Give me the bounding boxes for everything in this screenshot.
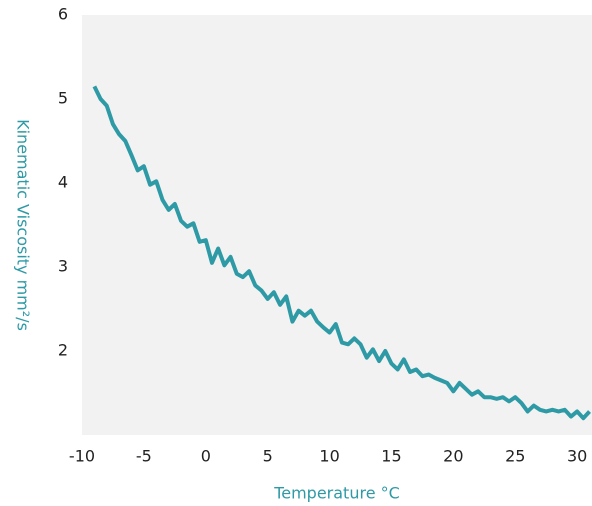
plot-area <box>82 15 592 435</box>
x-axis-label: Temperature °C <box>273 484 400 503</box>
x-tick-label: -10 <box>69 447 95 466</box>
x-tick-label: 30 <box>567 447 587 466</box>
y-tick-label: 3 <box>58 257 68 276</box>
y-tick-label: 4 <box>58 173 68 192</box>
y-tick-label: 5 <box>58 89 68 108</box>
y-tick-label: 2 <box>58 341 68 360</box>
x-tick-label: 0 <box>201 447 211 466</box>
y-axis-label: Kinematic Viscosity mm²/s <box>14 119 33 331</box>
x-tick-label: -5 <box>136 447 152 466</box>
x-tick-label: 15 <box>381 447 401 466</box>
x-tick-label: 25 <box>505 447 525 466</box>
y-tick-label: 6 <box>58 5 68 24</box>
x-tick-label: 5 <box>263 447 273 466</box>
x-tick-label: 10 <box>319 447 339 466</box>
data-line <box>92 85 591 421</box>
x-tick-label: 20 <box>443 447 463 466</box>
